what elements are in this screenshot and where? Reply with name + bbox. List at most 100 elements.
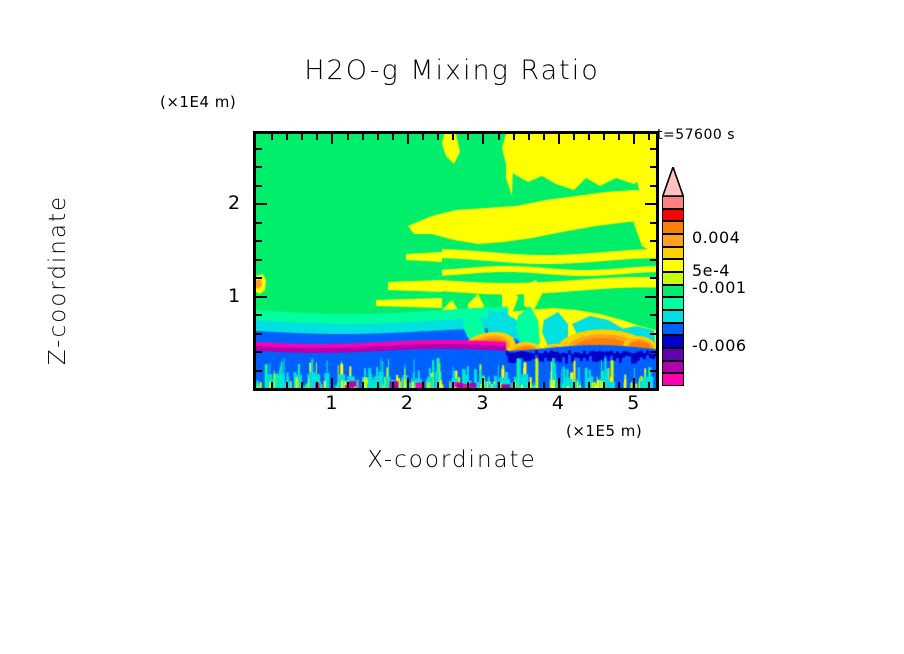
x-tick-label: 4 [551,392,564,414]
x-tick-bottom [346,382,349,388]
x-tick-bottom [648,382,651,388]
colorbar-tick-label: 5e-4 [692,261,730,280]
y-tick-right [650,147,656,150]
colorbar-band [662,360,684,374]
y-tick-left [256,295,267,298]
y-axis-label: Z-coordinate [45,194,71,366]
x-tick-top [301,134,304,140]
x-tick-bottom [512,382,515,388]
colorbar-band [662,310,684,323]
colorbar-band [662,335,684,348]
colorbar-tick-label: -0.001 [692,278,747,297]
y-tick-right [650,332,656,335]
x-tick-bottom [618,382,621,388]
x-tick-top [603,134,606,140]
y-tick-right [650,240,656,243]
x-tick-top [542,134,545,140]
y-tick-left [256,147,262,150]
x-tick-top [346,134,349,140]
y-tick-label: 1 [228,284,241,307]
x-tick-top [527,134,530,140]
y-tick-left [256,203,267,206]
x-tick-bottom [572,382,575,388]
colorbar-tick-label: -0.006 [692,336,747,355]
x-tick-top [406,134,409,144]
x-tick-top [376,134,379,140]
y-tick-right [645,295,656,298]
x-tick-bottom [557,378,560,388]
y-tick-left [256,166,262,169]
y-tick-left [256,240,262,243]
x-tick-top [316,134,319,140]
colorbar-band [662,348,684,361]
x-tick-label: 3 [476,392,489,414]
x-tick-bottom [391,382,394,388]
timestamp-label: t=57600 s [657,127,735,143]
colorbar-band [662,208,684,222]
x-tick-bottom [376,382,379,388]
colorbar-band [662,259,684,272]
contour-canvas [256,134,656,388]
y-tick-right [650,184,656,187]
colorbar-band [662,272,684,285]
y-tick-right [645,203,656,206]
x-tick-bottom [527,382,530,388]
page-title: H2O-g Mixing Ratio [304,55,600,86]
x-tick-bottom [603,382,606,388]
y-tick-right [650,369,656,372]
x-tick-top [482,134,485,144]
x-tick-top [618,134,621,140]
x-tick-bottom [331,378,334,388]
y-tick-right [650,314,656,317]
x-tick-label: 5 [627,392,640,414]
colorbar-band [662,297,684,310]
y-tick-right [650,277,656,280]
x-tick-bottom [497,382,500,388]
x-tick-top [422,134,425,140]
x-tick-bottom [482,378,485,388]
colorbar-band [662,246,684,260]
x-tick-top [452,134,455,140]
x-tick-top [437,134,440,140]
x-tick-bottom [542,382,545,388]
y-tick-left [256,258,262,261]
x-tick-label: 2 [400,392,413,414]
x-tick-bottom [301,382,304,388]
x-tick-top [286,134,289,140]
x-tick-bottom [437,382,440,388]
x-tick-top [648,134,651,140]
plot-area [253,131,659,391]
x-tick-top [497,134,500,140]
y-tick-left [256,351,262,354]
y-tick-left [256,221,262,224]
x-tick-top [271,134,274,140]
y-tick-left [256,332,262,335]
x-tick-bottom [271,382,274,388]
x-tick-label: 1 [325,392,338,414]
colorbar [662,196,684,386]
x-tick-bottom [452,382,455,388]
x-tick-bottom [633,378,636,388]
x-tick-top [361,134,364,140]
colorbar-band [662,373,684,386]
x-tick-top [633,134,636,144]
colorbar-band [662,284,684,298]
y-tick-right [650,221,656,224]
colorbar-band [662,322,684,336]
x-tick-bottom [361,382,364,388]
y-tick-left [256,369,262,372]
x-tick-top [331,134,334,144]
y-tick-left [256,277,262,280]
x-tick-top [512,134,515,140]
x-tick-top [557,134,560,144]
y-tick-right [650,351,656,354]
colorbar-tick-label: 0.004 [692,228,741,247]
y-axis-unit-label: (×1E4 m) [160,93,237,111]
x-tick-bottom [422,382,425,388]
colorbar-band [662,234,684,247]
x-tick-top [588,134,591,140]
x-tick-bottom [286,382,289,388]
x-tick-top [572,134,575,140]
x-tick-bottom [588,382,591,388]
